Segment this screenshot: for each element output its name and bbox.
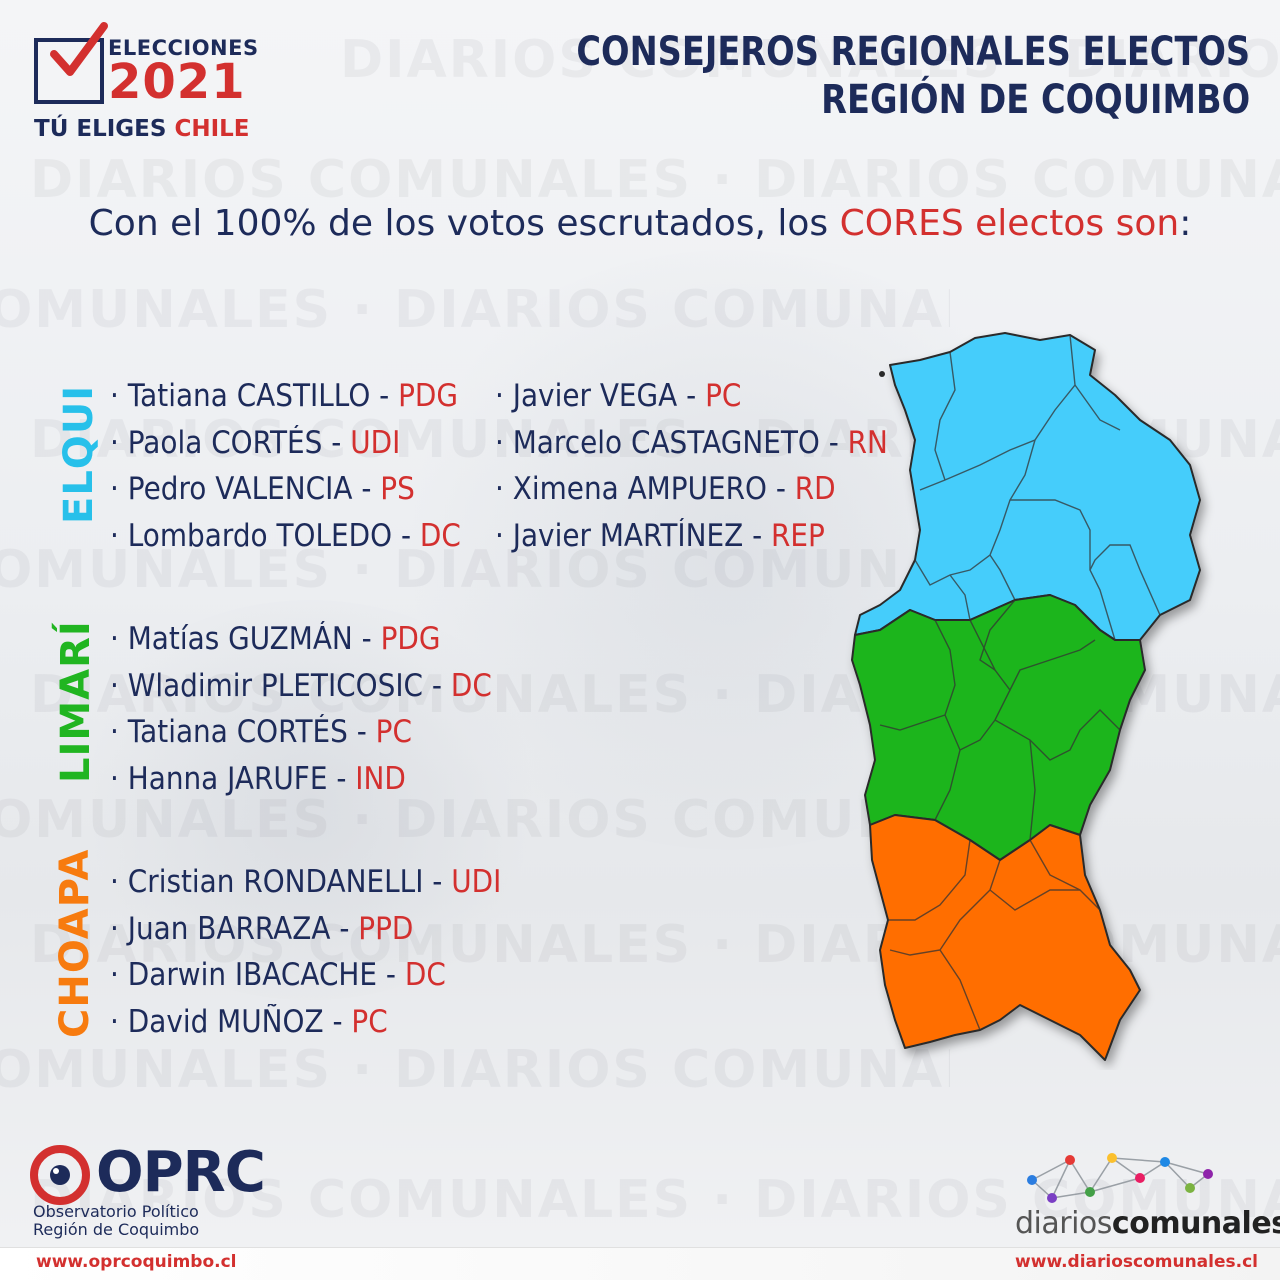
subtitle-text: Con el 100% de los votos escrutados, los: [88, 203, 840, 244]
logo-tagline-b: CHILE: [174, 116, 250, 142]
list-item: · Paola CORTÉS - UDI: [110, 424, 401, 461]
logo-tagline-a: TÚ ELIGES: [34, 116, 167, 142]
page-title: CONSEJEROS REGIONALES ELECTOS REGIÓN DE …: [576, 28, 1250, 124]
checkmark-icon: [50, 22, 108, 76]
oprc-eye-icon: [30, 1145, 90, 1205]
elqui-list-left: · Tatiana CASTILLO - PDG · Paola CORTÉS …: [110, 373, 500, 559]
subtitle-colon: :: [1179, 203, 1192, 244]
list-item: · Wladimir PLETICOSIC - DC: [110, 667, 492, 704]
list-item: · Darwin IBACACHE - DC: [110, 957, 446, 993]
logo-elecciones: ELECCIONES: [108, 36, 259, 60]
limari-list: · Matías GUZMÁN - PDG · Wladimir PLETICO…: [110, 616, 534, 802]
province-label-choapa: CHOAPA: [52, 848, 98, 1038]
map-region-choapa: [869, 814, 1141, 1061]
list-item: · Tatiana CORTÉS - PC: [110, 714, 412, 750]
list-item: · Juan BARRAZA - PPD: [110, 910, 414, 947]
island-dot: [879, 371, 885, 377]
map-region-elqui: [854, 332, 1201, 641]
oprc-logo-text: OPRC: [96, 1140, 266, 1205]
diarios-comunales-url-link[interactable]: www.diarioscomunales.cl: [1015, 1252, 1258, 1272]
subtitle-highlight: CORES electos son: [839, 203, 1180, 244]
list-item: · Matías GUZMÁN - PDG: [110, 621, 441, 657]
footer-bar: [0, 1247, 1280, 1280]
list-item: · Pedro VALENCIA - PS: [110, 471, 415, 507]
logo-year: 2021: [108, 54, 246, 110]
elqui-list-right: · Javier VEGA - PC · Marcelo CASTAGNETO …: [495, 373, 932, 559]
list-item: · Tatiana CASTILLO - PDG: [110, 378, 459, 414]
page-title-line1: CONSEJEROS REGIONALES ELECTOS: [576, 29, 1250, 75]
list-item: · Lombardo TOLEDO - DC: [110, 517, 461, 554]
ballot-box-icon: [34, 38, 104, 104]
watermark-row: DIARIOS COMUNALES · DIARIOS COMUNALES · …: [30, 150, 1280, 210]
choapa-list: · Cristian RONDANELLI - UDI · Juan BARRA…: [110, 859, 545, 1045]
map-region-limari: [851, 594, 1146, 861]
brand-light: diarios: [1015, 1206, 1112, 1241]
list-item: · Hanna JARUFE - IND: [110, 760, 406, 797]
brand-bold: comunales: [1111, 1206, 1280, 1241]
oprc-subtitle-2: Región de Coquimbo: [33, 1220, 200, 1239]
list-item: · Javier MARTÍNEZ - REP: [495, 517, 825, 554]
logo-tagline: TÚ ELIGES CHILE: [34, 116, 250, 142]
list-item: · Marcelo CASTAGNETO - RN: [495, 424, 888, 461]
province-label-limari: LIMARÍ: [53, 620, 99, 783]
list-item: · Javier VEGA - PC: [495, 378, 742, 414]
list-item: · Ximena AMPUERO - RD: [495, 471, 836, 507]
background-blob: [60, 600, 560, 1000]
subtitle: Con el 100% de los votos escrutados, los…: [0, 203, 1280, 244]
list-item: · Cristian RONDANELLI - UDI: [110, 864, 502, 900]
list-item: · David MUÑOZ - PC: [110, 1003, 388, 1040]
page-title-line2: REGIÓN DE COQUIMBO: [820, 77, 1250, 123]
oprc-url-link[interactable]: www.oprcoquimbo.cl: [36, 1252, 237, 1272]
region-map: [851, 332, 1201, 1061]
network-logo-icon: [1027, 1153, 1213, 1203]
province-label-elqui: ELQUI: [56, 384, 102, 524]
watermark-row: DIARIOS COMUNALES · DIARIOS COMUNALES · …: [0, 1040, 950, 1100]
diarios-comunales-brand: diarioscomunales: [1015, 1206, 1280, 1241]
oprc-subtitle-1: Observatorio Político: [33, 1202, 199, 1221]
